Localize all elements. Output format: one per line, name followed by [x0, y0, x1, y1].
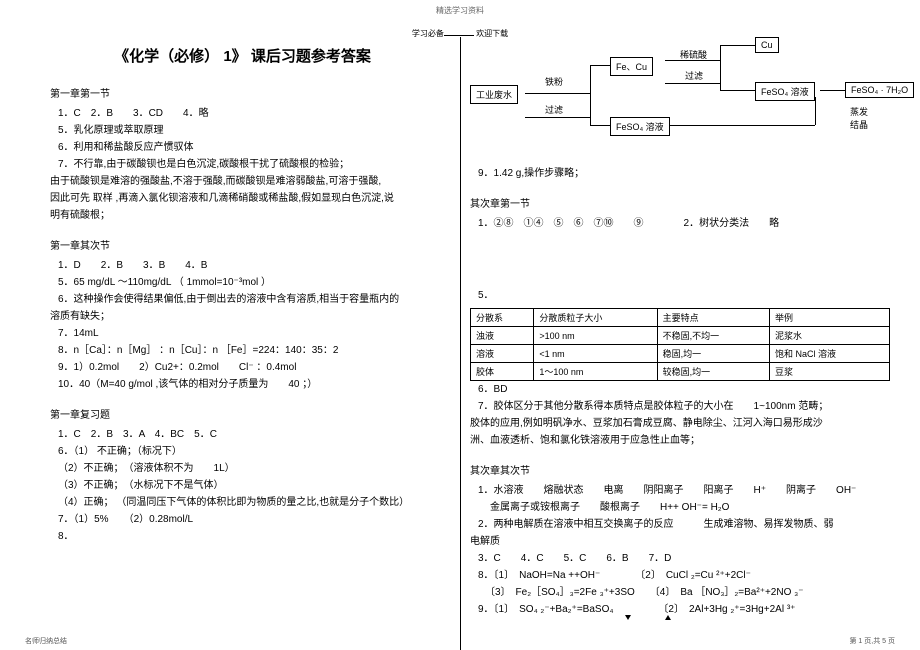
table-row: 分散系 分散质粒子大小 主要特点 举例: [471, 309, 890, 327]
arrow-up-icon: [665, 615, 671, 620]
footer-left: 名师归纳总结: [25, 636, 67, 646]
table-head: 5．: [470, 287, 890, 304]
text-line: 胶体的应用,例如明矾净水、豆浆加石膏成豆腐、静电除尘、江河入海口易形成沙: [470, 415, 890, 432]
text-line: （2）不正确； （溶液体积不为 1L）: [50, 460, 435, 477]
flowchart: 工业废水 铁粉 过滤 Fe、Cu FeSO₄ 溶液 稀硫酸 过滤 Cu FeSO…: [470, 45, 890, 165]
text-line: 8．〔1〕 NaOH=Na ++OH⁻ 〔2〕 CuCl ₂=Cu ²⁺+2Cl…: [470, 567, 890, 584]
section-r1-head: 其次章第一节: [470, 196, 890, 213]
table-cell: 不稳固,不均一: [657, 327, 769, 345]
text-line: 1．D 2．B 3．B 4．B: [50, 257, 435, 274]
text-line: 9．1.42 g,操作步骤略；: [470, 165, 890, 182]
text-line: 5．乳化原理或萃取原理: [50, 122, 435, 139]
table-cell: 饱和 NaCl 溶液: [770, 345, 890, 363]
section-3-head: 第一章复习题: [50, 407, 435, 424]
table-row: 浊液 >100 nm 不稳固,不均一 泥浆水: [471, 327, 890, 345]
section-2-head: 第一章其次节: [50, 238, 435, 255]
table-cell: 浊液: [471, 327, 534, 345]
text-line: （4）正确； （同温同压下气体的体积比即为物质的量之比,也就是分子个数比）: [50, 494, 435, 511]
flow-box: 工业废水: [470, 85, 518, 104]
doc-title: 《化学（必修） 1》 课后习题参考答案: [50, 45, 435, 66]
table-cell: <1 nm: [534, 345, 657, 363]
text-line: 8．n［Ca］：n［Mg］ ：n［Cu］：n ［Fe］=224：140：35：2: [50, 342, 435, 359]
flow-label: 蒸发: [850, 105, 868, 118]
text-line: 溶质有缺失；: [50, 308, 435, 325]
footer-right: 第 1 页,共 5 页: [849, 636, 895, 646]
text-line: 7．14mL: [50, 325, 435, 342]
table-cell: 较稳固,均一: [657, 363, 769, 381]
dispersion-table: 分散系 分散质粒子大小 主要特点 举例 浊液 >100 nm 不稳固,不均一 泥…: [470, 308, 890, 381]
table-row: 胶体 1～100 nm 较稳固,均一 豆浆: [471, 363, 890, 381]
flow-label: 结晶: [850, 118, 868, 131]
table-cell: 泥浆水: [770, 327, 890, 345]
text-line: 电解质: [470, 533, 890, 550]
text-line: 1．C 2．B 3．CD 4．略: [50, 105, 435, 122]
arrow-down-icon: [625, 615, 631, 620]
text-line: 明有硫酸根；: [50, 207, 435, 224]
text-span: 9．〔1〕 SO₄ ₂⁻+Ba₂⁺=BaSO₄ 〔2〕 2Al+3Hg ₂⁺=3…: [478, 604, 795, 615]
text-line: 6．这种操作会使得结果偏低,由于倒出去的溶液中含有溶质,相当于容量瓶内的: [50, 291, 435, 308]
text-line: 3．C 4．C 5．C 6．B 7．D: [470, 550, 890, 567]
text-line: 6．BD: [470, 381, 890, 398]
text-line: 7．（1）5% （2）0.28mol/L: [50, 511, 435, 528]
flow-box: FeSO₄ · 7H₂O: [845, 82, 914, 98]
text-line: 7．不行靠,由于碳酸钡也是白色沉淀,碳酸根干扰了硫酸根的检验；: [50, 156, 435, 173]
text-line: 洲、血液透析、饱和氯化铁溶液用于应急性止血等；: [470, 432, 890, 449]
flow-box: Fe、Cu: [610, 57, 653, 76]
text-line: 1．②⑧ ①④ ⑤ ⑥ ⑦⑩ ⑨ 2．树状分类法 略: [470, 215, 890, 232]
text-line: 1．C 2．B 3．A 4．BC 5．C: [50, 426, 435, 443]
flow-box: FeSO₄ 溶液: [755, 82, 815, 101]
table-cell: 主要特点: [657, 309, 769, 327]
flow-label: 铁粉: [545, 75, 563, 88]
flow-label: 过滤: [545, 103, 563, 116]
table-cell: 溶液: [471, 345, 534, 363]
text-line: 10．40（M=40 g/mol ,该气体的相对分子质量为 40 ；）: [50, 376, 435, 393]
text-line: （3）不正确； （水标况下不是气体）: [50, 477, 435, 494]
text-line: 9．〔1〕 SO₄ ₂⁻+Ba₂⁺=BaSO₄ 〔2〕 2Al+3Hg ₂⁺=3…: [470, 601, 890, 618]
text-line: 5．65 mg/dL ～110mg/dL （ 1mmol=10⁻³mol ）: [50, 274, 435, 291]
text-line: 6．（1） 不正确；（标况下）: [50, 443, 435, 460]
table-row: 溶液 <1 nm 稳固,均一 饱和 NaCl 溶液: [471, 345, 890, 363]
table-cell: 1～100 nm: [534, 363, 657, 381]
table-cell: 豆浆: [770, 363, 890, 381]
text-line: 〔3〕 Fe₂［SO₄］₃=2Fe ₃⁺+3SO 〔4〕 Ba ［NO₃］₂=B…: [470, 584, 890, 601]
section-1-head: 第一章第一节: [50, 86, 435, 103]
text-line: 因此可先 取样 ,再滴入氯化钡溶液和几滴稀硝酸或稀盐酸,假如显现白色沉淀,说: [50, 190, 435, 207]
table-cell: 分散质粒子大小: [534, 309, 657, 327]
text-line: 7．胶体区分于其他分散系得本质特点是胶体粒子的大小在 1~100nm 范畴；: [470, 398, 890, 415]
section-r2-head: 其次章其次节: [470, 463, 890, 480]
text-line: 2．两种电解质在溶液中相互交换离子的反应 生成难溶物、易挥发物质、弱: [470, 516, 890, 533]
table-cell: 分散系: [471, 309, 534, 327]
page: 《化学（必修） 1》 课后习题参考答案 第一章第一节 1．C 2．B 3．CD …: [0, 0, 920, 650]
text-line: 1．水溶液 熔融状态 电离 阴阳离子 阳离子 H⁺ 阴离子 OH⁻: [470, 482, 890, 499]
text-line: 6．利用和稀盐酸反应产惯驭体: [50, 139, 435, 156]
right-column: 工业废水 铁粉 过滤 Fe、Cu FeSO₄ 溶液 稀硫酸 过滤 Cu FeSO…: [460, 0, 920, 650]
table-cell: 胶体: [471, 363, 534, 381]
flow-box: Cu: [755, 37, 779, 53]
flow-box: FeSO₄ 溶液: [610, 117, 670, 136]
text-line: 金属离子或铵根离子 酸根离子 H++ OH⁻= H₂O: [470, 499, 890, 516]
text-line: 9．1）0.2mol 2）Cu2+：0.2mol Cl⁻ ：0.4mol: [50, 359, 435, 376]
table-cell: 稳固,均一: [657, 345, 769, 363]
table-cell: >100 nm: [534, 327, 657, 345]
left-column: 《化学（必修） 1》 课后习题参考答案 第一章第一节 1．C 2．B 3．CD …: [0, 0, 460, 650]
text-line: 由于硫酸钡是难溶的强酸盐,不溶于强酸,而碳酸钡是难溶弱酸盐,可溶于强酸,: [50, 173, 435, 190]
flow-label: 过滤: [685, 69, 703, 82]
table-cell: 举例: [770, 309, 890, 327]
text-line: 8．: [50, 528, 435, 545]
